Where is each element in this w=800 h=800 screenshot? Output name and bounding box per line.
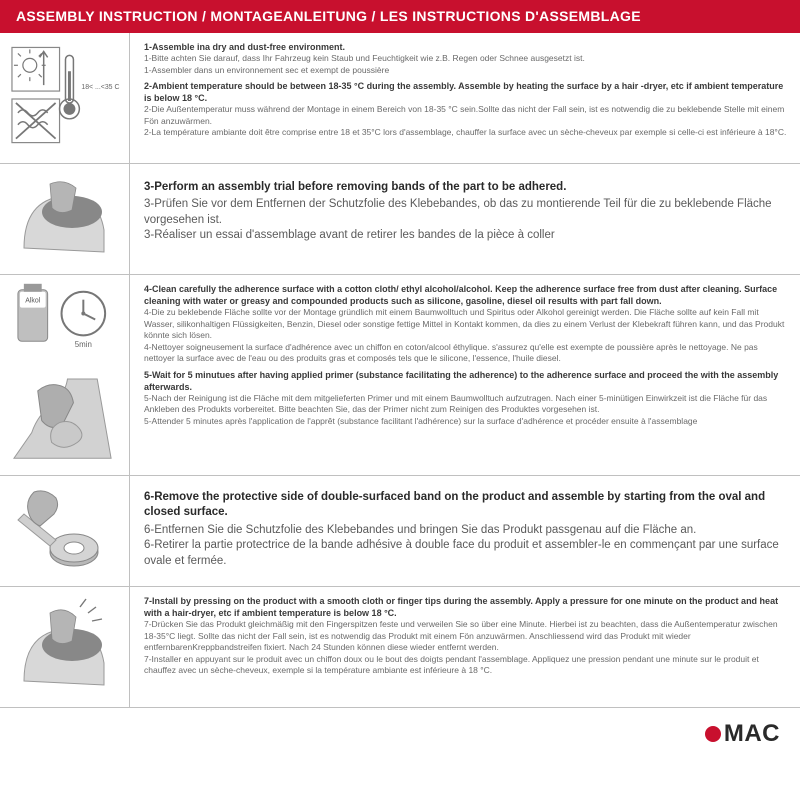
svg-text:5min: 5min xyxy=(75,340,92,349)
row-5-text: 7-Install by pressing on the product wit… xyxy=(130,587,800,707)
row-5-icon-cell xyxy=(0,587,130,707)
temperature-icon: 18< ...<35 C xyxy=(8,41,121,155)
step7-fr: 7-Installer en appuyant sur le produit a… xyxy=(144,654,788,677)
row-2: 3-Perform an assembly trial before remov… xyxy=(0,164,800,275)
step6-de: 6-Entfernen Sie die Schutzfolie des Kleb… xyxy=(144,523,788,539)
step5-de: 5-Nach der Reinigung ist die Fläche mit … xyxy=(144,393,788,416)
step2-de: 2-Die Außentemperatur muss während der M… xyxy=(144,104,788,127)
row-4-icon-cell xyxy=(0,476,130,586)
step6-en: 6-Remove the protective side of double-s… xyxy=(144,490,788,521)
step1-en: 1-Assemble ina dry and dust-free environ… xyxy=(144,41,788,53)
row-1-icon-cell: 18< ...<35 C xyxy=(0,33,130,163)
row-3-icon-cell: Alkol 5min xyxy=(0,275,130,475)
svg-text:18< ...<35 C: 18< ...<35 C xyxy=(81,84,119,91)
step4-de: 4-Die zu beklebende Fläche sollte vor de… xyxy=(144,307,788,341)
step5-fr: 5-Attender 5 minutes après l'application… xyxy=(144,416,788,427)
step2-en: 2-Ambient temperature should be between … xyxy=(144,80,788,104)
step3-fr: 3-Réaliser un essai d'assemblage avant d… xyxy=(144,228,788,244)
svg-text:Alkol: Alkol xyxy=(25,298,40,305)
row-1-text: 1-Assemble ina dry and dust-free environ… xyxy=(130,33,800,163)
footer: MAC xyxy=(0,708,800,758)
row-4-text: 6-Remove the protective side of double-s… xyxy=(130,476,800,586)
row-3-text: 4-Clean carefully the adherence surface … xyxy=(130,275,800,475)
step2-fr: 2-La température ambiante doit être comp… xyxy=(144,127,788,138)
row-3: Alkol 5min 4-Clean carefully the adheren… xyxy=(0,275,800,476)
press-icon xyxy=(10,595,120,699)
step5-en: 5-Wait for 5 minutues after having appli… xyxy=(144,369,788,393)
header-title: ASSEMBLY INSTRUCTION / MONTAGEANLEITUNG … xyxy=(16,8,641,24)
row-1: 18< ...<35 C 1-Assemble ina dry and dust… xyxy=(0,33,800,164)
step7-en: 7-Install by pressing on the product wit… xyxy=(144,595,788,619)
logo-text: MAC xyxy=(724,718,780,750)
brand-logo: MAC xyxy=(705,718,780,750)
row-4: 6-Remove the protective side of double-s… xyxy=(0,476,800,587)
step3-en: 3-Perform an assembly trial before remov… xyxy=(144,180,788,196)
logo-dot-icon xyxy=(705,726,721,742)
step4-en: 4-Clean carefully the adherence surface … xyxy=(144,283,788,307)
step7-de: 7-Drücken Sie das Produkt gleichmäßig mi… xyxy=(144,619,788,653)
trial-icon xyxy=(10,172,120,266)
step1-de: 1-Bitte achten Sie darauf, dass Ihr Fahr… xyxy=(144,53,788,64)
step1-fr: 1-Assembler dans un environnement sec et… xyxy=(144,65,788,76)
header-bar: ASSEMBLY INSTRUCTION / MONTAGEANLEITUNG … xyxy=(0,0,800,33)
clean-wait-icon: Alkol 5min xyxy=(8,283,121,467)
instruction-rows: 18< ...<35 C 1-Assemble ina dry and dust… xyxy=(0,33,800,708)
row-5: 7-Install by pressing on the product wit… xyxy=(0,587,800,708)
row-2-text: 3-Perform an assembly trial before remov… xyxy=(130,164,800,274)
tape-icon xyxy=(10,484,120,578)
step4-fr: 4-Nettoyer soigneusement la surface d'ad… xyxy=(144,342,788,365)
step3-de: 3-Prüfen Sie vor dem Entfernen der Schut… xyxy=(144,197,788,228)
row-2-icon-cell xyxy=(0,164,130,274)
step6-fr: 6-Retirer la partie protectrice de la ba… xyxy=(144,538,788,569)
